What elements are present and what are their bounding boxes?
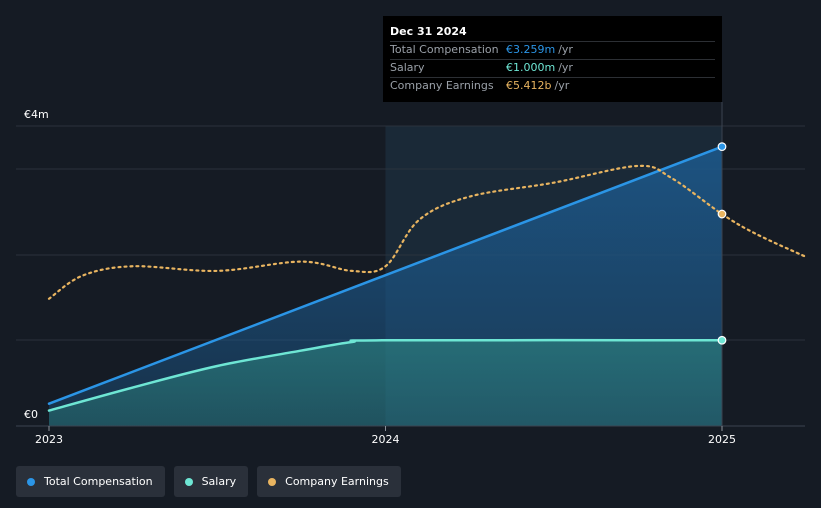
legend-dot-icon — [184, 477, 193, 486]
tooltip-label: Company Earnings — [390, 79, 494, 92]
axis-ticks: 2023 2024 2025 — [35, 426, 736, 446]
y-tick-label-top: €4m — [24, 108, 49, 121]
y-tick-label-bottom: €0 — [24, 408, 38, 421]
x-tick-label: 2024 — [372, 433, 400, 446]
tooltip-value: €5.412b — [506, 79, 552, 92]
series-line-total-compensation — [47, 145, 724, 405]
tooltip-row-salary: Salary €1.000m /yr — [390, 59, 715, 77]
legend-dot-icon — [27, 477, 35, 486]
series-lines — [47, 145, 808, 412]
legend-item-total-compensation[interactable]: Total Compensation — [16, 466, 165, 497]
series-line-salary — [47, 338, 724, 412]
marker-total-compensation — [717, 142, 727, 152]
legend-item-company-earnings[interactable]: Company Earnings — [257, 466, 401, 497]
series-line-company-earnings — [47, 164, 808, 300]
tooltip-unit: /yr — [558, 43, 573, 56]
legend-item-salary[interactable]: Salary — [173, 466, 249, 497]
tooltip: Dec 31 2024 Total Compensation €3.259m /… — [383, 16, 722, 102]
legend-label: Salary — [201, 475, 237, 488]
tooltip-label: Salary — [390, 61, 425, 74]
series-areas — [49, 146, 722, 426]
x-tick-label: 2025 — [708, 433, 736, 446]
legend: Total Compensation Salary Company Earnin… — [16, 466, 410, 497]
tooltip-row-company-earnings: Company Earnings €5.412b /yr — [390, 77, 715, 95]
tooltip-value: €3.259m — [506, 43, 556, 56]
legend-label: Company Earnings — [285, 475, 389, 488]
tooltip-unit: /yr — [558, 61, 573, 74]
series-markers — [717, 142, 727, 345]
legend-dot-icon — [268, 477, 277, 486]
series-area-salary — [49, 340, 722, 426]
legend-label: Total Compensation — [44, 475, 153, 488]
tooltip-label: Total Compensation — [390, 43, 499, 56]
marker-salary — [717, 335, 727, 345]
tooltip-row-total-compensation: Total Compensation €3.259m /yr — [390, 41, 715, 59]
tooltip-date: Dec 31 2024 — [390, 25, 467, 38]
marker-company-earnings — [717, 209, 727, 219]
x-tick-label: 2023 — [35, 433, 63, 446]
tooltip-value: €1.000m — [506, 61, 556, 74]
tooltip-unit: /yr — [554, 79, 570, 92]
